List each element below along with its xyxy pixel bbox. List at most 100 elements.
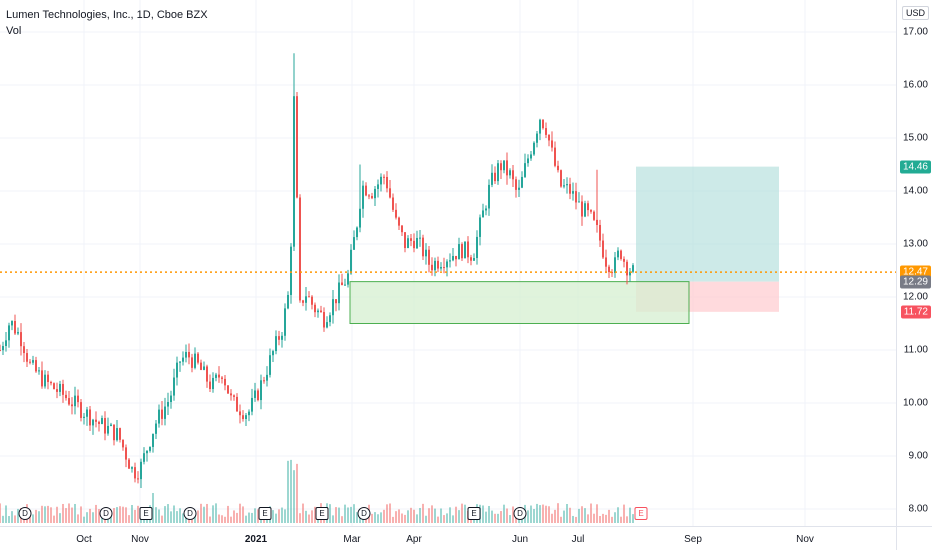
- volume-bar: [338, 507, 340, 523]
- volume-bar: [128, 515, 130, 523]
- candle-body: [113, 424, 115, 441]
- volume-bar: [287, 460, 289, 523]
- volume-bar: [59, 513, 61, 523]
- volume-bar: [458, 510, 460, 523]
- volume-bar: [407, 510, 409, 523]
- candle-body: [254, 390, 256, 398]
- candle-body: [173, 377, 175, 396]
- dividend-event-icon[interactable]: D: [99, 507, 113, 520]
- candle-body: [551, 140, 553, 148]
- volume-bar: [245, 515, 247, 523]
- volume-bar: [596, 504, 598, 523]
- dividend-event-icon[interactable]: D: [183, 507, 197, 520]
- volume-bar: [236, 512, 238, 523]
- volume-indicator-label[interactable]: Vol: [6, 25, 22, 37]
- volume-bar: [383, 509, 385, 523]
- volume-bar: [542, 504, 544, 523]
- volume-bar: [299, 513, 301, 523]
- candle-body: [365, 185, 367, 196]
- volume-bar: [179, 508, 181, 523]
- price-axis[interactable]: USD 17.00 16.00 15.00 14.00 13.00 12.00 11.00 1…: [896, 0, 932, 526]
- symbol-title[interactable]: Lumen Technologies, Inc., 1D, Cboe BZX: [6, 9, 208, 21]
- candle-body: [341, 282, 343, 286]
- volume-bar: [200, 503, 202, 523]
- volume-bar: [341, 516, 343, 523]
- volume-bar: [218, 514, 220, 523]
- volume-bar: [530, 505, 532, 523]
- volume-bar: [593, 513, 595, 523]
- volume-bar: [176, 511, 178, 523]
- volume-bar: [590, 503, 592, 523]
- volume-bar: [2, 515, 4, 523]
- candle-body: [149, 446, 151, 451]
- volume-bar: [554, 509, 556, 523]
- dividend-event-icon[interactable]: D: [18, 507, 32, 520]
- volume-bar: [134, 509, 136, 523]
- volume-bar: [47, 505, 49, 523]
- candle-body: [554, 147, 556, 166]
- candle-body: [395, 209, 397, 218]
- price-chart[interactable]: [0, 0, 896, 526]
- chart-area[interactable]: Lumen Technologies, Inc., 1D, Cboe BZX V…: [0, 0, 896, 526]
- volume-bar: [491, 510, 493, 523]
- volume-bar: [251, 512, 253, 523]
- volume-bar: [5, 505, 7, 523]
- volume-bar: [239, 503, 241, 523]
- price-tick: 13.00: [902, 238, 928, 250]
- candle-body: [422, 237, 424, 257]
- candle-body: [35, 360, 37, 372]
- time-tick: Mar: [343, 534, 361, 545]
- volume-bar: [257, 509, 259, 523]
- candle-body: [566, 184, 568, 186]
- candle-body: [206, 366, 208, 382]
- volume-bar: [0, 503, 1, 523]
- candle-body: [605, 257, 607, 267]
- candle-body: [587, 203, 589, 211]
- candle-body: [245, 415, 247, 420]
- volume-bar: [173, 505, 175, 523]
- candle-body: [101, 418, 103, 424]
- time-axis[interactable]: Oct Nov 2021 Mar Apr Jun Jul Sep Nov: [0, 526, 896, 550]
- volume-bar: [122, 506, 124, 523]
- candle-body: [485, 208, 487, 211]
- candle-body: [467, 241, 469, 258]
- volume-bar: [74, 503, 76, 523]
- volume-bar: [197, 510, 199, 523]
- earnings-event-icon[interactable]: E: [258, 507, 272, 520]
- currency-label[interactable]: USD: [902, 6, 930, 20]
- candle-body: [125, 447, 127, 460]
- earnings-event-icon[interactable]: E: [467, 507, 481, 520]
- volume-bar: [155, 507, 157, 523]
- time-tick: Jun: [511, 534, 529, 545]
- earnings-event-icon[interactable]: E: [139, 507, 153, 520]
- candle-body: [227, 385, 229, 394]
- volume-bar: [206, 503, 208, 523]
- candle-body: [356, 227, 358, 238]
- volume-bar: [503, 504, 505, 523]
- candle-body: [110, 424, 112, 426]
- volume-bar: [296, 463, 298, 523]
- candle-body: [497, 163, 499, 182]
- candle-body: [452, 255, 454, 261]
- volume-bar: [347, 507, 349, 523]
- earnings-event-icon[interactable]: E: [315, 507, 329, 520]
- volume-bar: [509, 515, 511, 523]
- candle-body: [236, 396, 238, 412]
- volume-bar: [545, 505, 547, 523]
- volume-bar: [92, 512, 94, 523]
- earnings-event-icon[interactable]: E: [634, 507, 648, 520]
- candle-body: [515, 179, 517, 190]
- dividend-event-icon[interactable]: D: [513, 507, 527, 520]
- candle-body: [29, 361, 31, 363]
- volume-bar: [497, 513, 499, 523]
- candle-body: [182, 357, 184, 362]
- candle-body: [275, 336, 277, 352]
- volume-bar: [557, 503, 559, 523]
- volume-bar: [404, 514, 406, 523]
- candle-body: [404, 232, 406, 249]
- volume-bar: [83, 516, 85, 523]
- candle-body: [425, 249, 427, 257]
- volume-bar: [623, 504, 625, 523]
- dividend-event-icon[interactable]: D: [357, 507, 371, 520]
- volume-bar: [119, 506, 121, 523]
